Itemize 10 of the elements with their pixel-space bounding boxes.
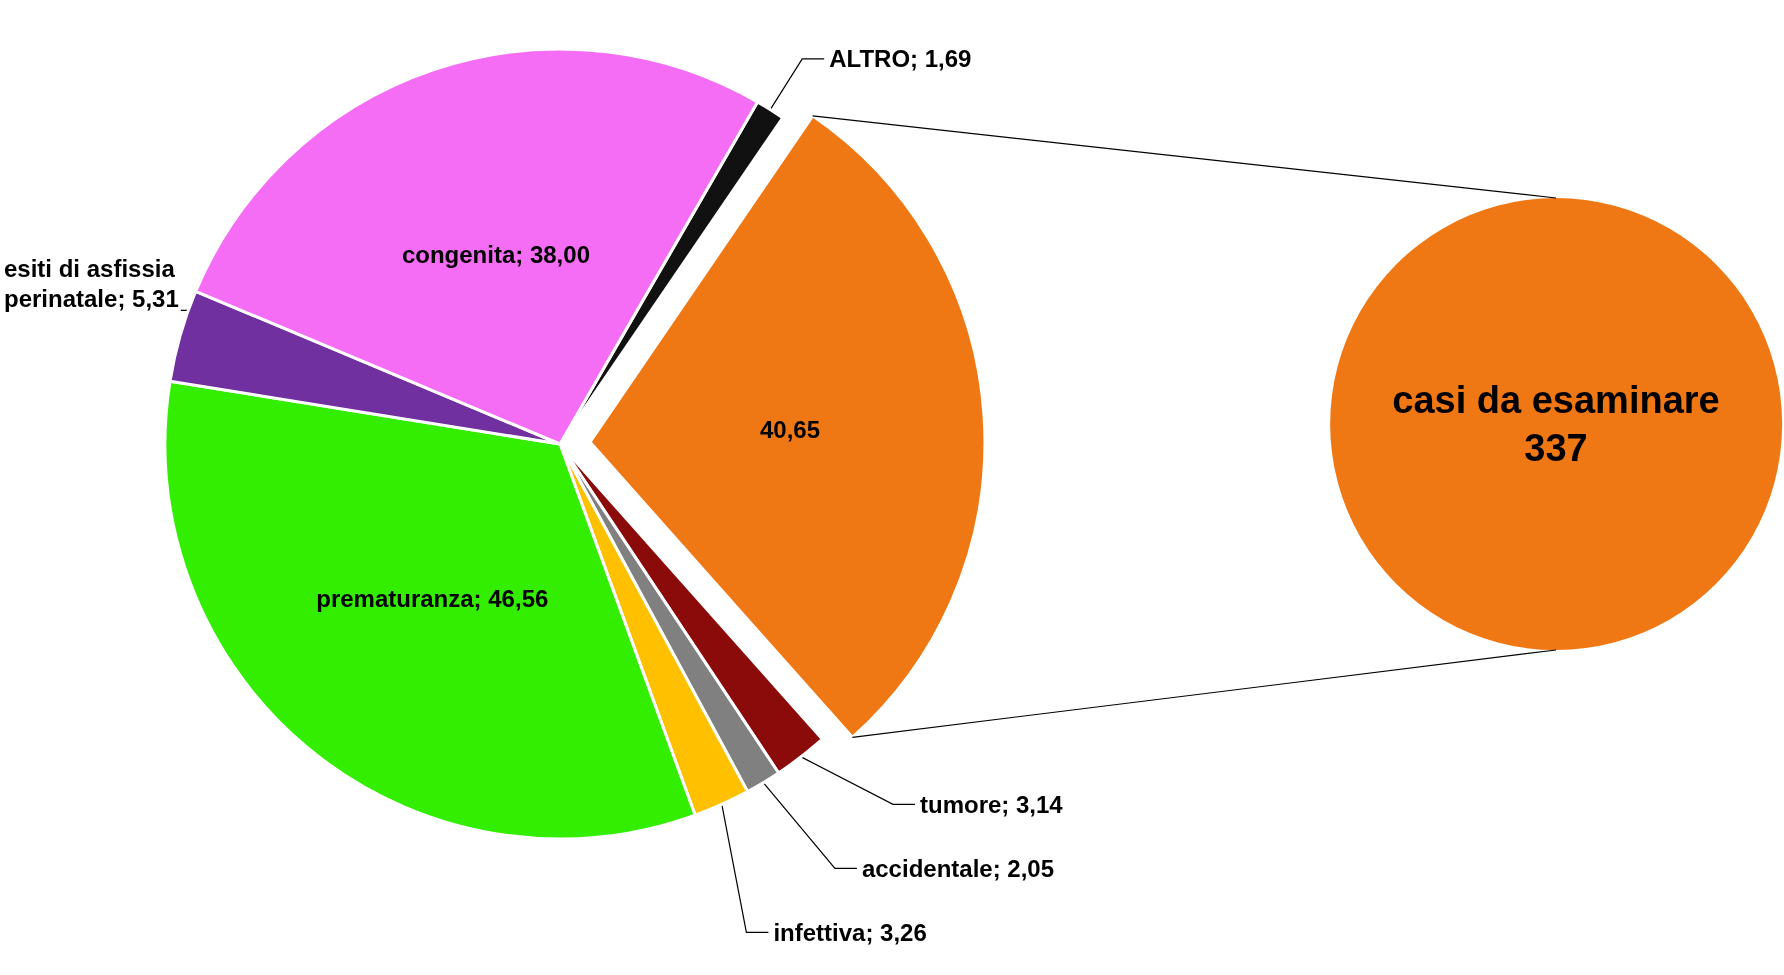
data-label: 337	[1524, 427, 1588, 469]
slice-label: tumore; 3,14	[919, 790, 1064, 818]
data-label: 40,65	[760, 415, 821, 443]
slice-label: ALTRO; 1,69	[829, 45, 972, 73]
slice-label: casi da esaminare	[1392, 379, 1720, 421]
slice-label: accidentale; 2,05	[861, 854, 1055, 882]
slice-label: prematuranza; 46,56	[316, 585, 549, 613]
slice-label: infettiva; 3,26	[773, 918, 927, 946]
slice-label: congenita; 38,00	[401, 240, 590, 268]
slice-label: esiti di asfissia perinatale; 5,31	[4, 254, 179, 312]
